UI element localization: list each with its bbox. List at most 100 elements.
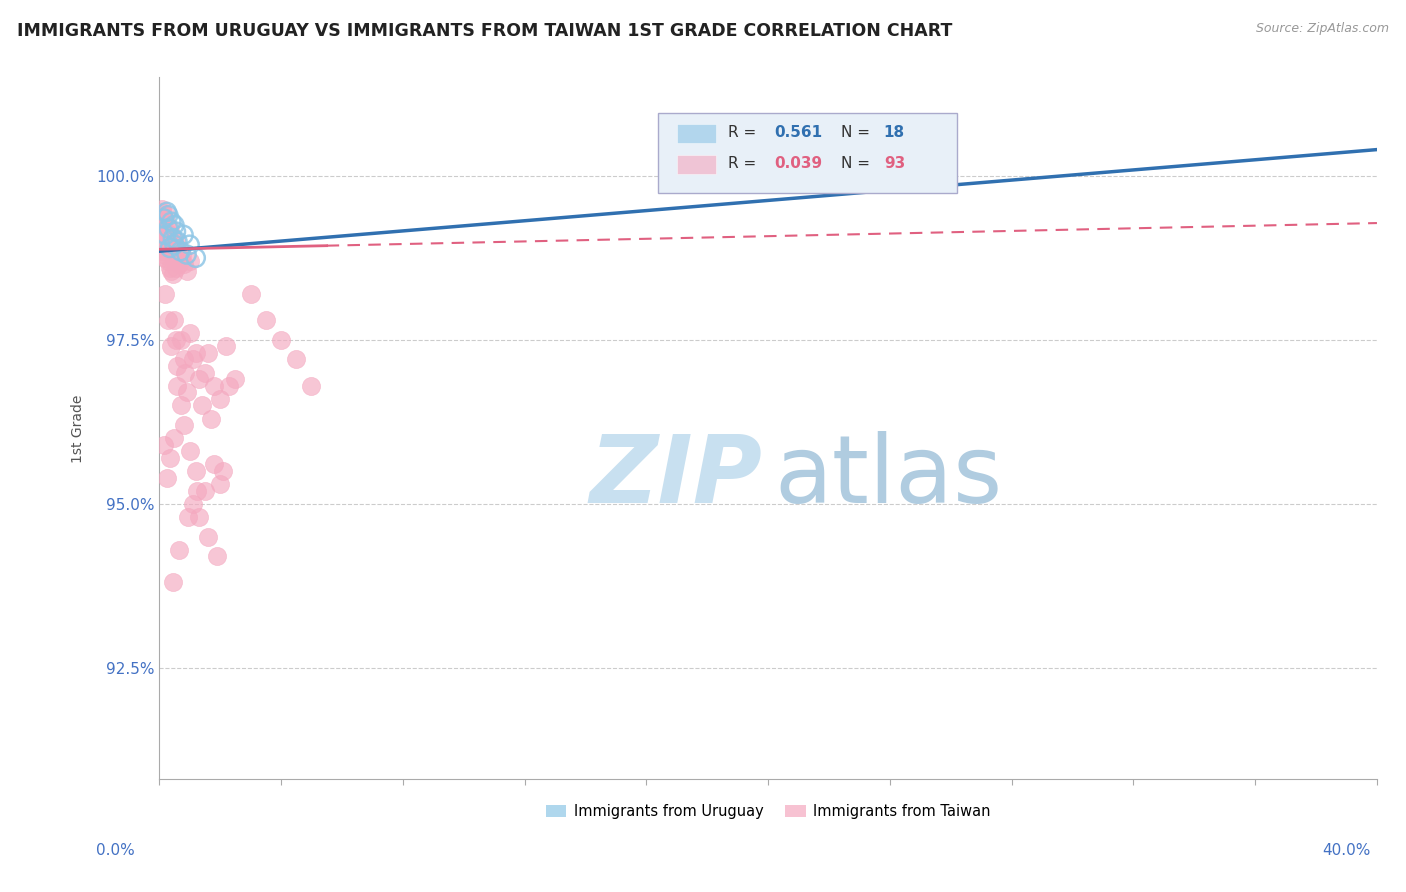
Point [194,483,217,498]
Point [179,326,201,341]
Point [163,247,186,261]
Text: R =: R = [728,156,761,171]
Point [179,254,201,268]
Point [184,464,207,478]
Point [285,352,308,367]
Point [209,392,232,406]
Text: 40.0%: 40.0% [1323,843,1371,858]
Point [150,202,173,216]
Point [170,247,193,261]
Point [163,313,186,327]
Point [157,254,180,268]
Point [184,251,207,265]
Point [169,251,191,265]
Text: 18: 18 [884,126,905,140]
Point [218,378,240,392]
Point [163,431,186,445]
Point [159,241,181,255]
Point [197,346,219,360]
Point [153,225,176,239]
Point [166,241,188,255]
Point [200,411,222,425]
Point [155,231,177,245]
Point [152,221,174,235]
Bar [676,125,716,143]
Point [173,257,195,271]
Point [179,444,201,458]
Point [173,227,195,242]
Point [160,215,183,229]
Point [239,286,262,301]
Point [152,438,174,452]
Point [159,450,181,465]
Point [152,235,174,249]
Point [155,225,177,239]
Point [152,211,174,226]
Point [152,215,174,229]
Text: N =: N = [841,126,875,140]
Point [186,483,208,498]
Point [176,385,198,400]
Point [181,497,204,511]
Point [166,378,188,392]
Point [177,509,200,524]
Point [169,398,191,412]
Point [184,346,207,360]
Point [270,333,292,347]
Point [166,359,188,373]
Point [156,205,179,219]
Point [165,260,187,275]
Point [191,398,214,412]
Point [157,227,180,242]
Point [163,237,186,252]
Point [176,264,198,278]
Point [160,237,183,252]
Point [150,227,173,242]
Point [156,241,179,255]
Point [162,267,184,281]
Point [187,509,209,524]
Point [209,477,232,491]
Text: ZIP: ZIP [589,432,762,524]
Point [160,227,183,242]
Point [159,221,181,235]
Point [150,205,173,219]
Point [224,372,246,386]
Point [166,235,188,249]
Point [727,139,749,153]
Point [157,221,180,235]
Point [155,286,177,301]
Point [162,231,184,245]
Point [157,208,180,222]
Point [153,247,176,261]
Point [156,231,179,245]
Text: IMMIGRANTS FROM URUGUAY VS IMMIGRANTS FROM TAIWAN 1ST GRADE CORRELATION CHART: IMMIGRANTS FROM URUGUAY VS IMMIGRANTS FR… [17,22,952,40]
Point [160,339,183,353]
Point [150,244,173,259]
Point [173,352,195,367]
Y-axis label: 1st Grade: 1st Grade [72,394,86,463]
Point [173,418,195,433]
Bar [676,155,716,174]
Point [167,257,190,271]
Point [169,244,191,259]
Point [174,366,197,380]
Point [194,366,217,380]
Point [156,237,179,252]
Point [162,575,184,590]
Point [197,530,219,544]
Point [160,264,183,278]
Point [215,339,238,353]
Point [165,225,187,239]
Text: atlas: atlas [775,432,1002,524]
Text: 93: 93 [884,156,905,171]
Point [156,470,179,484]
Point [205,549,228,564]
Text: 0.561: 0.561 [775,126,823,140]
Point [202,458,225,472]
Point [202,378,225,392]
FancyBboxPatch shape [658,112,957,194]
Point [163,218,186,232]
Point [162,244,184,259]
Point [176,247,198,261]
